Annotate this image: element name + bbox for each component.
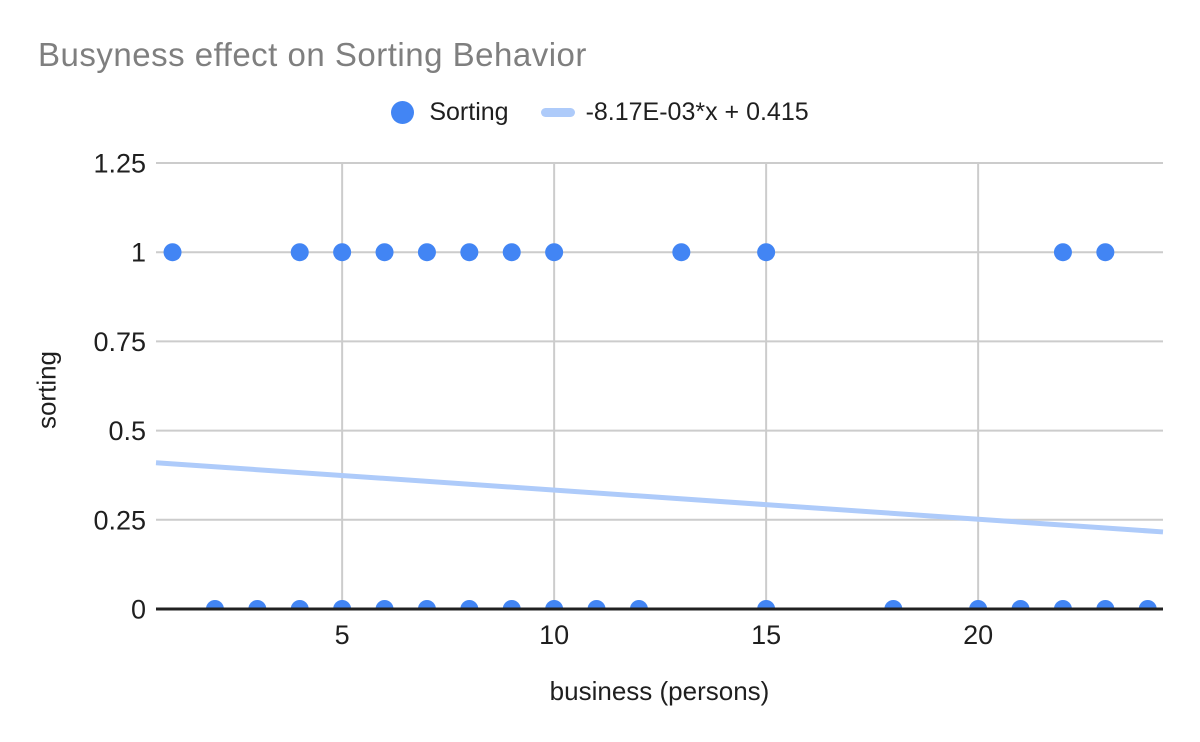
scatter-point[interactable]: [290, 243, 309, 262]
y-tick-label: 1: [131, 238, 146, 268]
scatter-series-marker-icon: [391, 101, 415, 124]
scatter-point[interactable]: [629, 600, 648, 618]
y-tick-label: 0.75: [93, 327, 146, 357]
scatter-point[interactable]: [1053, 600, 1072, 618]
x-tick-label: 15: [751, 620, 781, 650]
scatter-point[interactable]: [1138, 600, 1157, 618]
scatter-point[interactable]: [545, 243, 564, 262]
scatter-point[interactable]: [672, 243, 691, 262]
scatter-series: [163, 243, 1157, 618]
y-tick-label: 0: [131, 595, 146, 625]
scatter-point[interactable]: [375, 600, 394, 618]
scatter-point[interactable]: [333, 600, 352, 618]
scatter-point[interactable]: [884, 600, 903, 618]
scatter-point[interactable]: [1053, 243, 1072, 262]
scatter-point[interactable]: [502, 600, 521, 618]
y-tick-label: 0.25: [93, 505, 146, 535]
x-tick-label: 20: [963, 620, 993, 650]
scatter-point[interactable]: [417, 243, 436, 262]
chart-title: Busyness effect on Sorting Behavior: [38, 36, 587, 73]
y-axis-title: sorting: [31, 350, 62, 430]
scatter-point[interactable]: [1096, 243, 1115, 262]
x-axis-title: business (persons): [549, 676, 770, 706]
scatter-point[interactable]: [460, 243, 479, 262]
scatter-point[interactable]: [163, 243, 182, 262]
legend-item-trendline[interactable]: -8.17E-03*x + 0.415: [540, 98, 809, 127]
y-tick-label: 1.25: [93, 149, 146, 179]
scatter-point[interactable]: [1011, 600, 1030, 618]
scatter-point[interactable]: [333, 243, 352, 262]
scatter-point[interactable]: [502, 243, 521, 262]
legend-item-sorting[interactable]: Sorting: [391, 98, 509, 127]
scatter-point[interactable]: [757, 243, 776, 262]
x-tick-label: 10: [539, 620, 569, 650]
scatter-point[interactable]: [969, 600, 988, 618]
scatter-point[interactable]: [290, 600, 309, 618]
chart-legend: Sorting -8.17E-03*x + 0.415: [0, 98, 1200, 127]
scatter-point[interactable]: [248, 600, 267, 618]
scatter-point[interactable]: [205, 600, 224, 618]
scatter-point[interactable]: [1096, 600, 1115, 618]
scatter-point[interactable]: [545, 600, 564, 618]
x-tick-label: 5: [335, 620, 350, 650]
scatter-point[interactable]: [375, 243, 394, 262]
y-tick-label: 0.5: [108, 416, 146, 446]
scatter-point[interactable]: [417, 600, 436, 618]
trendline[interactable]: [155, 460, 1164, 535]
scatter-point[interactable]: [757, 600, 776, 618]
trendline-marker-icon: [540, 108, 575, 117]
scatter-point[interactable]: [460, 600, 479, 618]
legend-series-label: Sorting: [429, 98, 509, 126]
scatter-point[interactable]: [587, 600, 606, 618]
legend-trendline-label: -8.17E-03*x + 0.415: [585, 98, 809, 126]
